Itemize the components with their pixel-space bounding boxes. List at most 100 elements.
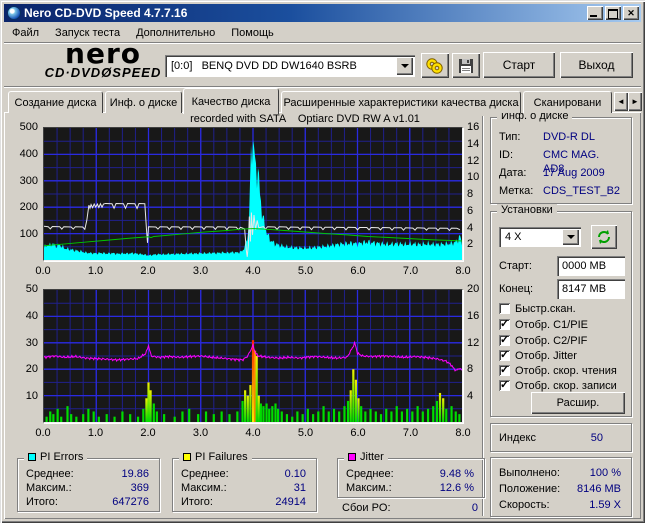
checked-icon[interactable] [499,317,510,330]
disc-info-label: Метка: [499,185,534,197]
y-axis-tick-right: 4 [467,221,474,234]
x-axis-tick: 5.0 [297,427,314,439]
disc-info-row: Дата: 17 Aug 2009 [499,166,623,180]
nero-logo: nero CD·DVDØSPEED [28,40,178,80]
header-divider [4,86,641,88]
checkbox-3[interactable]: Отобр. Jitter [499,348,577,362]
stat-group-0: PI Errors Среднее: 19.86 Максим.: 369 Итого: 6… [17,451,160,512]
discs-button[interactable] [421,53,449,78]
stat-value: 19.86 [121,468,149,480]
x-axis-tick: 1.0 [87,427,104,439]
checkbox-label: Отобр. C1/PIE [515,318,588,331]
checked-icon[interactable] [499,378,510,391]
disc-info-value: CDS_TEST_B2 [543,185,621,197]
stat-value: 369 [130,482,149,494]
tab-1[interactable]: Инф. о диске [105,91,182,113]
minimize-button[interactable] [587,6,603,20]
checkbox-5[interactable]: Отобр. скор. записи [499,378,617,392]
checkbox-0[interactable]: Быстр.скан. [499,302,576,315]
menu-item-0[interactable]: Файл [12,26,40,39]
tab-scroll-right-button[interactable]: ► [628,92,642,111]
checkbox-2[interactable]: Отобр. C2/PIF [499,333,587,347]
stat-row: Среднее: 19.86 [26,467,151,481]
settings-title: Установки [497,204,557,216]
checkbox-4[interactable]: Отобр. скор. чтения [499,363,617,377]
speed-select-dropdown-button[interactable] [562,229,579,245]
stat-group-2: Jitter Среднее: 9.48 % Максим.: 12.6 % [337,451,485,498]
stat-label: Итого: [26,496,58,508]
chart-subtitle: recorded with SATA Optiarc DVD RW A v1.0… [190,113,420,125]
y-axis-tick-left: 100 [19,228,38,241]
tab-4[interactable]: Сканировани [523,91,612,113]
y-axis-tick-right: 12 [467,336,480,349]
advanced-button[interactable]: Расшир. [531,392,625,414]
x-axis-tick: 5.0 [297,265,314,277]
x-axis-tick: 8.0 [455,265,471,277]
end-position-label: Конец: [499,283,534,295]
maximize-button[interactable] [605,6,621,20]
x-axis-tick: 0.0 [35,265,51,277]
tab-0[interactable]: Создание диска [8,91,103,113]
checked-icon[interactable] [499,363,510,376]
start-position-input[interactable] [557,256,625,276]
title-bar[interactable]: Nero CD-DVD Speed 4.7.7.16 ✕ [4,4,641,22]
y-axis-tick-right: 16 [467,121,480,133]
close-button[interactable]: ✕ [623,6,639,20]
stat-value: 12.6 % [439,482,474,494]
chevron-down-icon [400,64,409,68]
stat-row: Максим.: 31 [181,481,308,495]
cd-dvd-speed-logo-text: CD·DVDØSPEED [44,65,162,80]
stat-value: 0.10 [284,468,306,480]
save-button[interactable] [452,53,480,78]
progress-value: 100 % [589,467,621,479]
checkbox-label: Отобр. скор. чтения [515,364,617,377]
x-axis-tick: 3.0 [192,265,209,277]
menu-item-1[interactable]: Запуск теста [55,26,121,39]
tab-scroll-left-button[interactable]: ◄ [614,92,628,111]
stat-value: 647276 [112,496,149,508]
unchecked-icon[interactable] [499,303,510,314]
panel-divider [482,116,484,516]
y-axis-tick-left: 20 [25,363,38,376]
menu-divider [4,42,641,44]
menu-item-3[interactable]: Помощь [231,26,274,39]
stat-legend: PI Failures [179,451,252,463]
po-failures-label: Сбои PO: [342,502,391,514]
stat-label: Итого: [181,496,213,508]
drive-select-dropdown-button[interactable] [396,57,413,75]
tab-3[interactable]: Расширенные характеристики качества диск… [281,91,521,113]
progress-group: Выполнено: 100 % Положение: 8146 MB Скорость… [490,457,632,517]
disc-info-title: Инф. о диске [497,110,573,122]
x-axis-tick: 8.0 [455,427,471,439]
y-axis-tick-right: 10 [467,171,480,184]
y-axis-tick-right: 6 [467,204,474,217]
checkbox-label: Отобр. скор. записи [515,379,617,392]
progress-row: Положение: 8146 MB [499,482,623,496]
start-button[interactable]: Старт [483,52,555,78]
disc-info-value: 17 Aug 2009 [543,167,605,179]
progress-label: Выполнено: [499,467,560,479]
end-position-input[interactable] [557,279,625,299]
drive-select[interactable]: [0:0] BENQ DVD DD DW1640 BSRB [165,55,415,77]
index-label: Индекс [499,432,536,444]
checked-icon[interactable] [499,348,510,361]
refresh-button[interactable] [591,225,617,249]
speed-select[interactable]: 4 X [499,227,581,247]
tab-2[interactable]: Качество диска [183,88,279,114]
window-title: Nero CD-DVD Speed 4.7.7.16 [24,6,188,20]
disc-info-group: Инф. о диске Тип: DVD-R DL ID: CMC MAG. AD8… [490,110,632,204]
menu-item-2[interactable]: Дополнительно [136,26,216,39]
disc-info-row: Тип: DVD-R DL [499,130,623,144]
stat-legend-text: PI Errors [40,451,84,463]
progress-value: 1.59 X [589,499,621,511]
checkbox-1[interactable]: Отобр. C1/PIE [499,317,588,331]
checked-icon[interactable] [499,333,510,346]
exit-button[interactable]: Выход [560,52,633,78]
y-axis-tick-left: 10 [25,390,38,403]
disc-info-label: Дата: [499,167,527,179]
y-axis-tick-right: 16 [467,309,480,322]
refresh-icon [598,230,610,244]
stat-label: Среднее: [181,468,229,480]
x-axis-tick: 4.0 [245,265,261,277]
